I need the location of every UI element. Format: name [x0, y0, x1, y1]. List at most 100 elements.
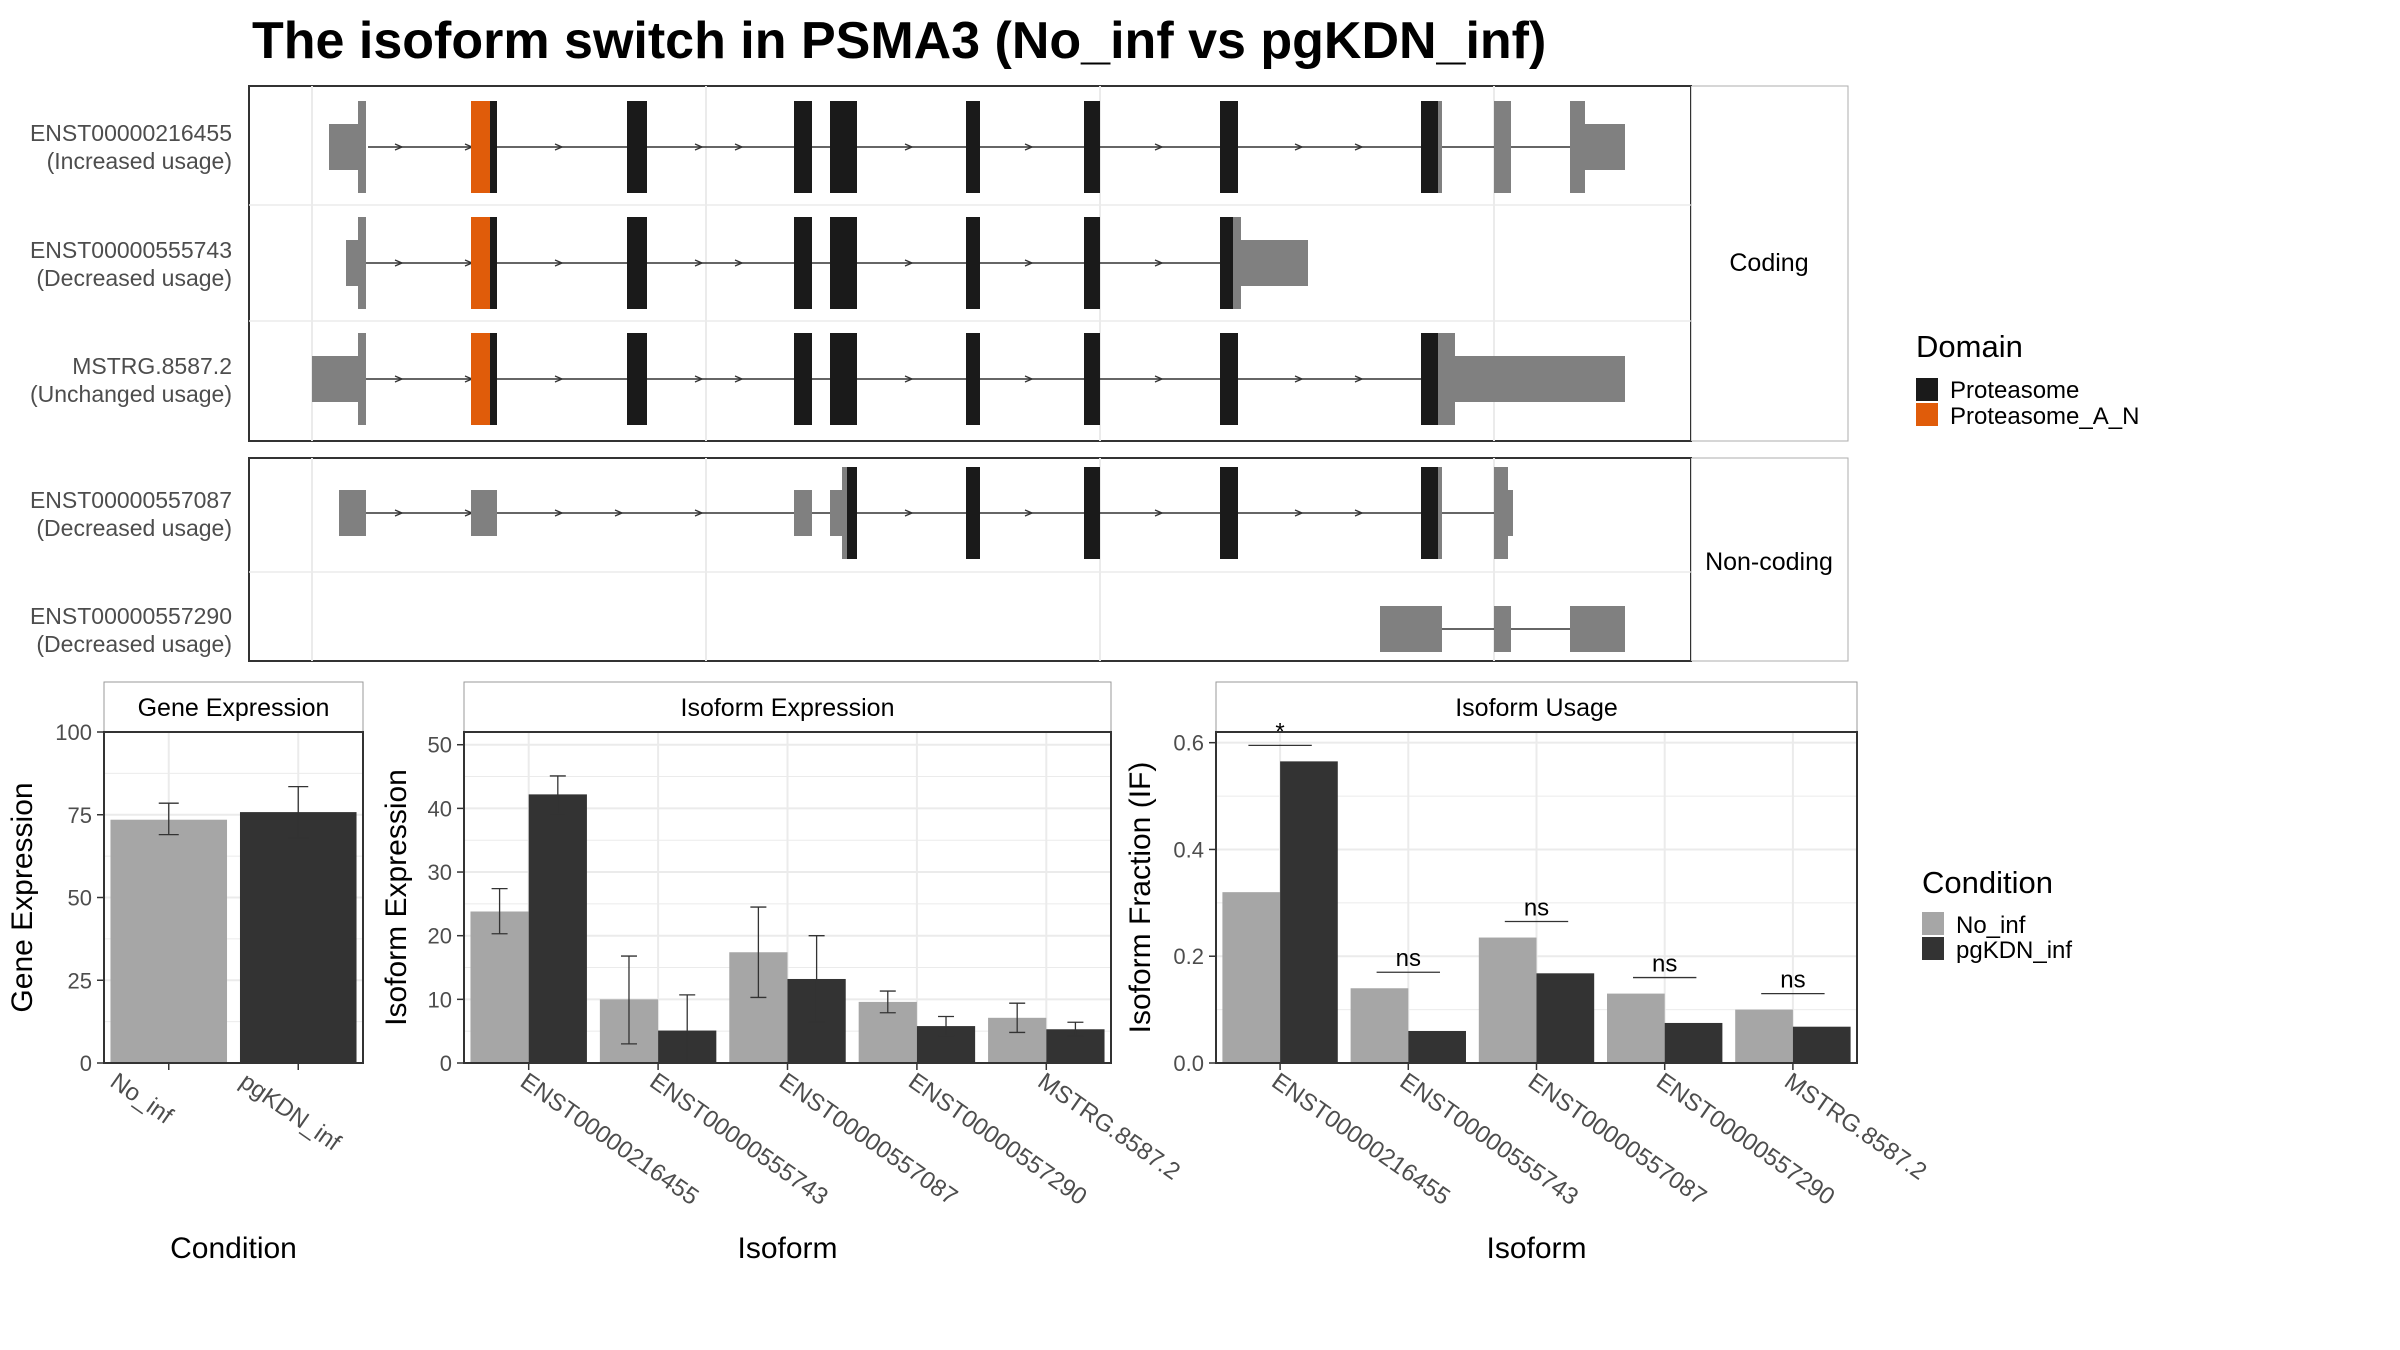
isoform-label-usage: (Decreased usage) [36, 515, 232, 541]
y-tick-label: 10 [428, 987, 452, 1012]
exon-utr [1508, 490, 1513, 536]
y-axis-title: Gene Expression [6, 782, 39, 1012]
condition-legend-title: Condition [1922, 865, 2053, 900]
strand-arrow [694, 259, 704, 267]
exon-utr [1455, 356, 1625, 402]
exon-domain-proteasome [1084, 333, 1100, 425]
y-tick-label: 25 [68, 968, 92, 993]
bar [1478, 937, 1537, 1063]
isoform-label-usage: (Increased usage) [47, 148, 232, 174]
isoform-label-id: ENST00000557290 [30, 603, 232, 629]
legend-key-proteasome-a-n [1916, 403, 1938, 426]
exon-domain-proteasome [794, 333, 812, 425]
exon-domain-proteasome [490, 217, 497, 309]
exon-domain-proteasome [794, 101, 812, 193]
chart-strip [1215, 681, 1858, 733]
strand-arrow [1294, 143, 1304, 151]
y-tick-label: 0.2 [1173, 944, 1204, 969]
group-strip-noncoding: Non-coding [1705, 548, 1833, 576]
strand-arrow [614, 509, 624, 517]
bar [1735, 1009, 1793, 1063]
exon-domain-proteasome [794, 217, 812, 309]
group-strip-coding: Coding [1729, 249, 1808, 277]
exon-utr [830, 490, 842, 536]
strand-arrow [904, 143, 914, 151]
exon-domain-proteasome [1084, 101, 1100, 193]
legend-key-proteasome [1916, 378, 1938, 401]
significance-label: ns [1524, 895, 1549, 922]
strand-arrow [394, 509, 404, 517]
strand-arrow [1154, 259, 1164, 267]
bar [1607, 993, 1665, 1063]
exon-domain-proteasome [966, 217, 980, 309]
exon-domain-proteasome-a-n [471, 101, 490, 193]
exon-utr [1438, 333, 1455, 425]
chart-title: Isoform Expression [681, 694, 895, 722]
x-tick-label: No_inf [105, 1068, 178, 1130]
strand-arrow [694, 143, 704, 151]
significance-label: ns [1780, 967, 1805, 994]
legend-key-no-inf [1922, 912, 1944, 935]
exon-utr [329, 124, 362, 170]
exon-utr [1570, 606, 1625, 652]
exon-utr [339, 490, 366, 536]
chart-title: Gene Expression [138, 694, 330, 722]
exon-utr [1494, 606, 1511, 652]
strand-arrow [554, 259, 564, 267]
significance-label: ns [1396, 945, 1421, 972]
exon-utr [1494, 467, 1508, 559]
exon-domain-proteasome [490, 333, 497, 425]
exon-domain-proteasome [1220, 333, 1238, 425]
exon-domain-proteasome [627, 333, 647, 425]
isoform-label-id: ENST00000216455 [30, 120, 232, 146]
legend-label-no-inf: No_inf [1956, 912, 2026, 939]
bar [239, 812, 357, 1063]
transcript-structures [312, 101, 1625, 652]
legend-label-proteasome: Proteasome [1950, 377, 2079, 404]
exon-utr [842, 467, 847, 559]
x-axis-title: Isoform [737, 1232, 837, 1265]
exon-domain-proteasome [627, 101, 647, 193]
strand-arrow [734, 143, 744, 151]
bar [1792, 1026, 1851, 1063]
y-tick-label: 0.0 [1173, 1051, 1204, 1076]
bar [1408, 1030, 1466, 1063]
exon-utr [1438, 467, 1442, 559]
strand-arrow [694, 375, 704, 383]
strand-arrow [694, 509, 704, 517]
y-tick-label: 30 [428, 860, 452, 885]
y-tick-label: 100 [55, 720, 92, 745]
exon-domain-proteasome [1084, 467, 1100, 559]
y-tick-label: 40 [428, 796, 452, 821]
strand-arrow [1354, 143, 1364, 151]
legend-label-pgkdn-inf: pgKDN_inf [1956, 937, 2072, 964]
strand-arrow [1294, 375, 1304, 383]
strand-arrow [554, 143, 564, 151]
exon-domain-proteasome [966, 333, 980, 425]
strand-arrow [1354, 509, 1364, 517]
x-tick-label: pgKDN_inf [235, 1068, 346, 1157]
exon-utr [1585, 124, 1625, 170]
isoform-usage-chart: Isoform Usage*nsnsnsns0.00.20.40.6ENST00… [1124, 681, 1932, 1265]
strand-arrow [1024, 259, 1034, 267]
bar [1350, 988, 1409, 1063]
chart-strip [103, 681, 364, 733]
y-tick-label: 50 [428, 733, 452, 758]
gene-expression-chart: Gene Expression 0 25 50 75 100 No_inf pgKDN_inf… [6, 681, 364, 1265]
condition-legend: Condition No_inf pgKDN_inf [1922, 865, 2072, 964]
strand-arrow [904, 509, 914, 517]
exon-domain-proteasome [830, 333, 857, 425]
exon-domain-proteasome [1421, 333, 1438, 425]
exon-domain-proteasome [1084, 217, 1100, 309]
isoform-label-usage: (Decreased usage) [36, 265, 232, 291]
y-axis-title: Isoform Expression [380, 769, 413, 1026]
exon-utr [358, 101, 366, 193]
legend-key-pgkdn-inf [1922, 937, 1944, 960]
strand-arrow [394, 143, 404, 151]
strand-arrow [1154, 375, 1164, 383]
strand-arrow [1024, 143, 1034, 151]
significance-label: ns [1652, 951, 1677, 978]
strand-arrow [1154, 509, 1164, 517]
strand-arrow [904, 259, 914, 267]
